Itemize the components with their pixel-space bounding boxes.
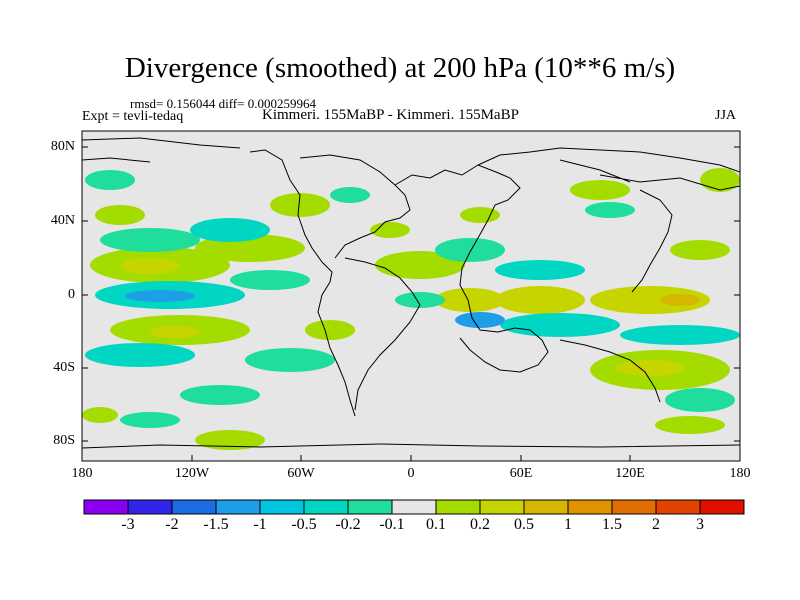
colorbar-swatch — [699, 499, 745, 515]
pos-patch — [120, 258, 180, 274]
colorbar-label: -0.5 — [291, 516, 317, 533]
neg-patch — [455, 312, 505, 328]
colorbar-swatch — [655, 499, 701, 515]
neg-patch — [330, 187, 370, 203]
pos-patch — [370, 222, 410, 238]
neg-patch — [125, 290, 195, 302]
lon-label: 120W — [174, 466, 210, 481]
pos-patch — [700, 168, 740, 192]
lat-label: 40S — [53, 360, 75, 375]
colorbar-label: -1.5 — [203, 516, 229, 533]
pos-patch — [570, 180, 630, 200]
colorbar-swatch — [303, 499, 349, 515]
comparison-subtitle: Kimmeri. 155MaBP - Kimmeri. 155MaBP — [262, 107, 519, 123]
lon-label: 60E — [509, 466, 533, 481]
colorbar-swatch — [435, 499, 481, 515]
pos-patch — [670, 240, 730, 260]
arctic-coast — [82, 137, 740, 191]
colorbar-label: 1.5 — [602, 516, 622, 533]
colorbar-swatch — [567, 499, 613, 515]
colorbar-label: 0.2 — [470, 516, 490, 533]
colorbar-label: -0.2 — [335, 516, 361, 533]
lon-label: 60W — [287, 466, 315, 481]
stats-text: rmsd= 0.156044 diff= 0.000259964 — [130, 96, 316, 111]
season-label: JJA — [715, 108, 737, 123]
neg-patch — [435, 238, 505, 262]
lon-label: 180 — [729, 466, 751, 481]
neg-patch — [500, 313, 620, 337]
neg-patch — [230, 270, 310, 290]
colorbar-swatch — [391, 499, 437, 515]
lon-label: 120E — [615, 466, 645, 481]
colorbar-label: 0.5 — [514, 516, 534, 533]
colorbar-swatch — [347, 499, 393, 515]
pos-patch — [82, 407, 118, 423]
asia-coast — [477, 147, 740, 293]
colorbar-label: -2 — [165, 516, 179, 533]
lat-label: 80S — [53, 433, 75, 448]
neg-patch — [245, 348, 335, 372]
colorbar-swatch — [127, 499, 173, 515]
south-america-coast — [317, 257, 421, 417]
north-america-coast — [249, 149, 411, 283]
pos-patch — [195, 430, 265, 450]
coastlines — [82, 137, 740, 449]
colorbar-label: -3 — [121, 516, 135, 533]
neg-patch — [585, 202, 635, 218]
pos-patch — [305, 320, 355, 340]
neg-patch — [100, 228, 200, 252]
pos-patch — [435, 288, 505, 312]
colorbar-swatch — [259, 499, 305, 515]
colorbar-label: -0.1 — [379, 516, 405, 533]
colorbar-swatch — [479, 499, 525, 515]
divergence-field — [82, 168, 740, 450]
lat-label: 0 — [68, 287, 75, 302]
neg-patch — [395, 292, 445, 308]
colorbar-swatch — [215, 499, 261, 515]
colorbar-label: 1 — [564, 516, 572, 533]
colorbar-label: 0.1 — [426, 516, 446, 533]
pos-patch — [270, 193, 330, 217]
lon-label: 180 — [71, 466, 93, 481]
colorbar-label: -1 — [253, 516, 267, 533]
axis-ticks — [81, 146, 741, 461]
pos-patch — [375, 251, 465, 279]
australia-antarctica-coast — [82, 339, 740, 449]
colorbar-swatch — [83, 499, 129, 515]
neg-patch — [180, 385, 260, 405]
lat-label: 80N — [50, 139, 75, 154]
neg-patch — [620, 325, 740, 345]
neg-patch — [85, 343, 195, 367]
colorbar-swatch — [523, 499, 569, 515]
neg-patch — [120, 412, 180, 428]
pos-patch — [590, 286, 710, 314]
pos-patch — [660, 294, 700, 306]
neg-patch — [495, 260, 585, 280]
map-title: Divergence (smoothed) at 200 hPa (10**6 … — [124, 52, 676, 84]
pos-patch — [150, 326, 200, 338]
colorbar — [83, 499, 745, 515]
colorbar-label: 3 — [696, 516, 704, 533]
colorbar-swatch — [611, 499, 657, 515]
pos-patch — [615, 360, 685, 376]
colorbar-swatch — [171, 499, 217, 515]
pos-patch — [495, 286, 585, 314]
pos-patch — [460, 207, 500, 223]
neg-patch — [85, 170, 135, 190]
lon-label: 0 — [407, 466, 415, 481]
neg-patch — [665, 388, 735, 412]
pos-patch — [655, 416, 725, 434]
pos-patch — [95, 205, 145, 225]
neg-patch — [190, 218, 270, 242]
colorbar-label: 2 — [652, 516, 660, 533]
africa-europe-coast — [394, 164, 549, 373]
experiment-label: Expt = tevli-tedaq — [82, 109, 184, 124]
lat-label: 40N — [50, 213, 75, 228]
